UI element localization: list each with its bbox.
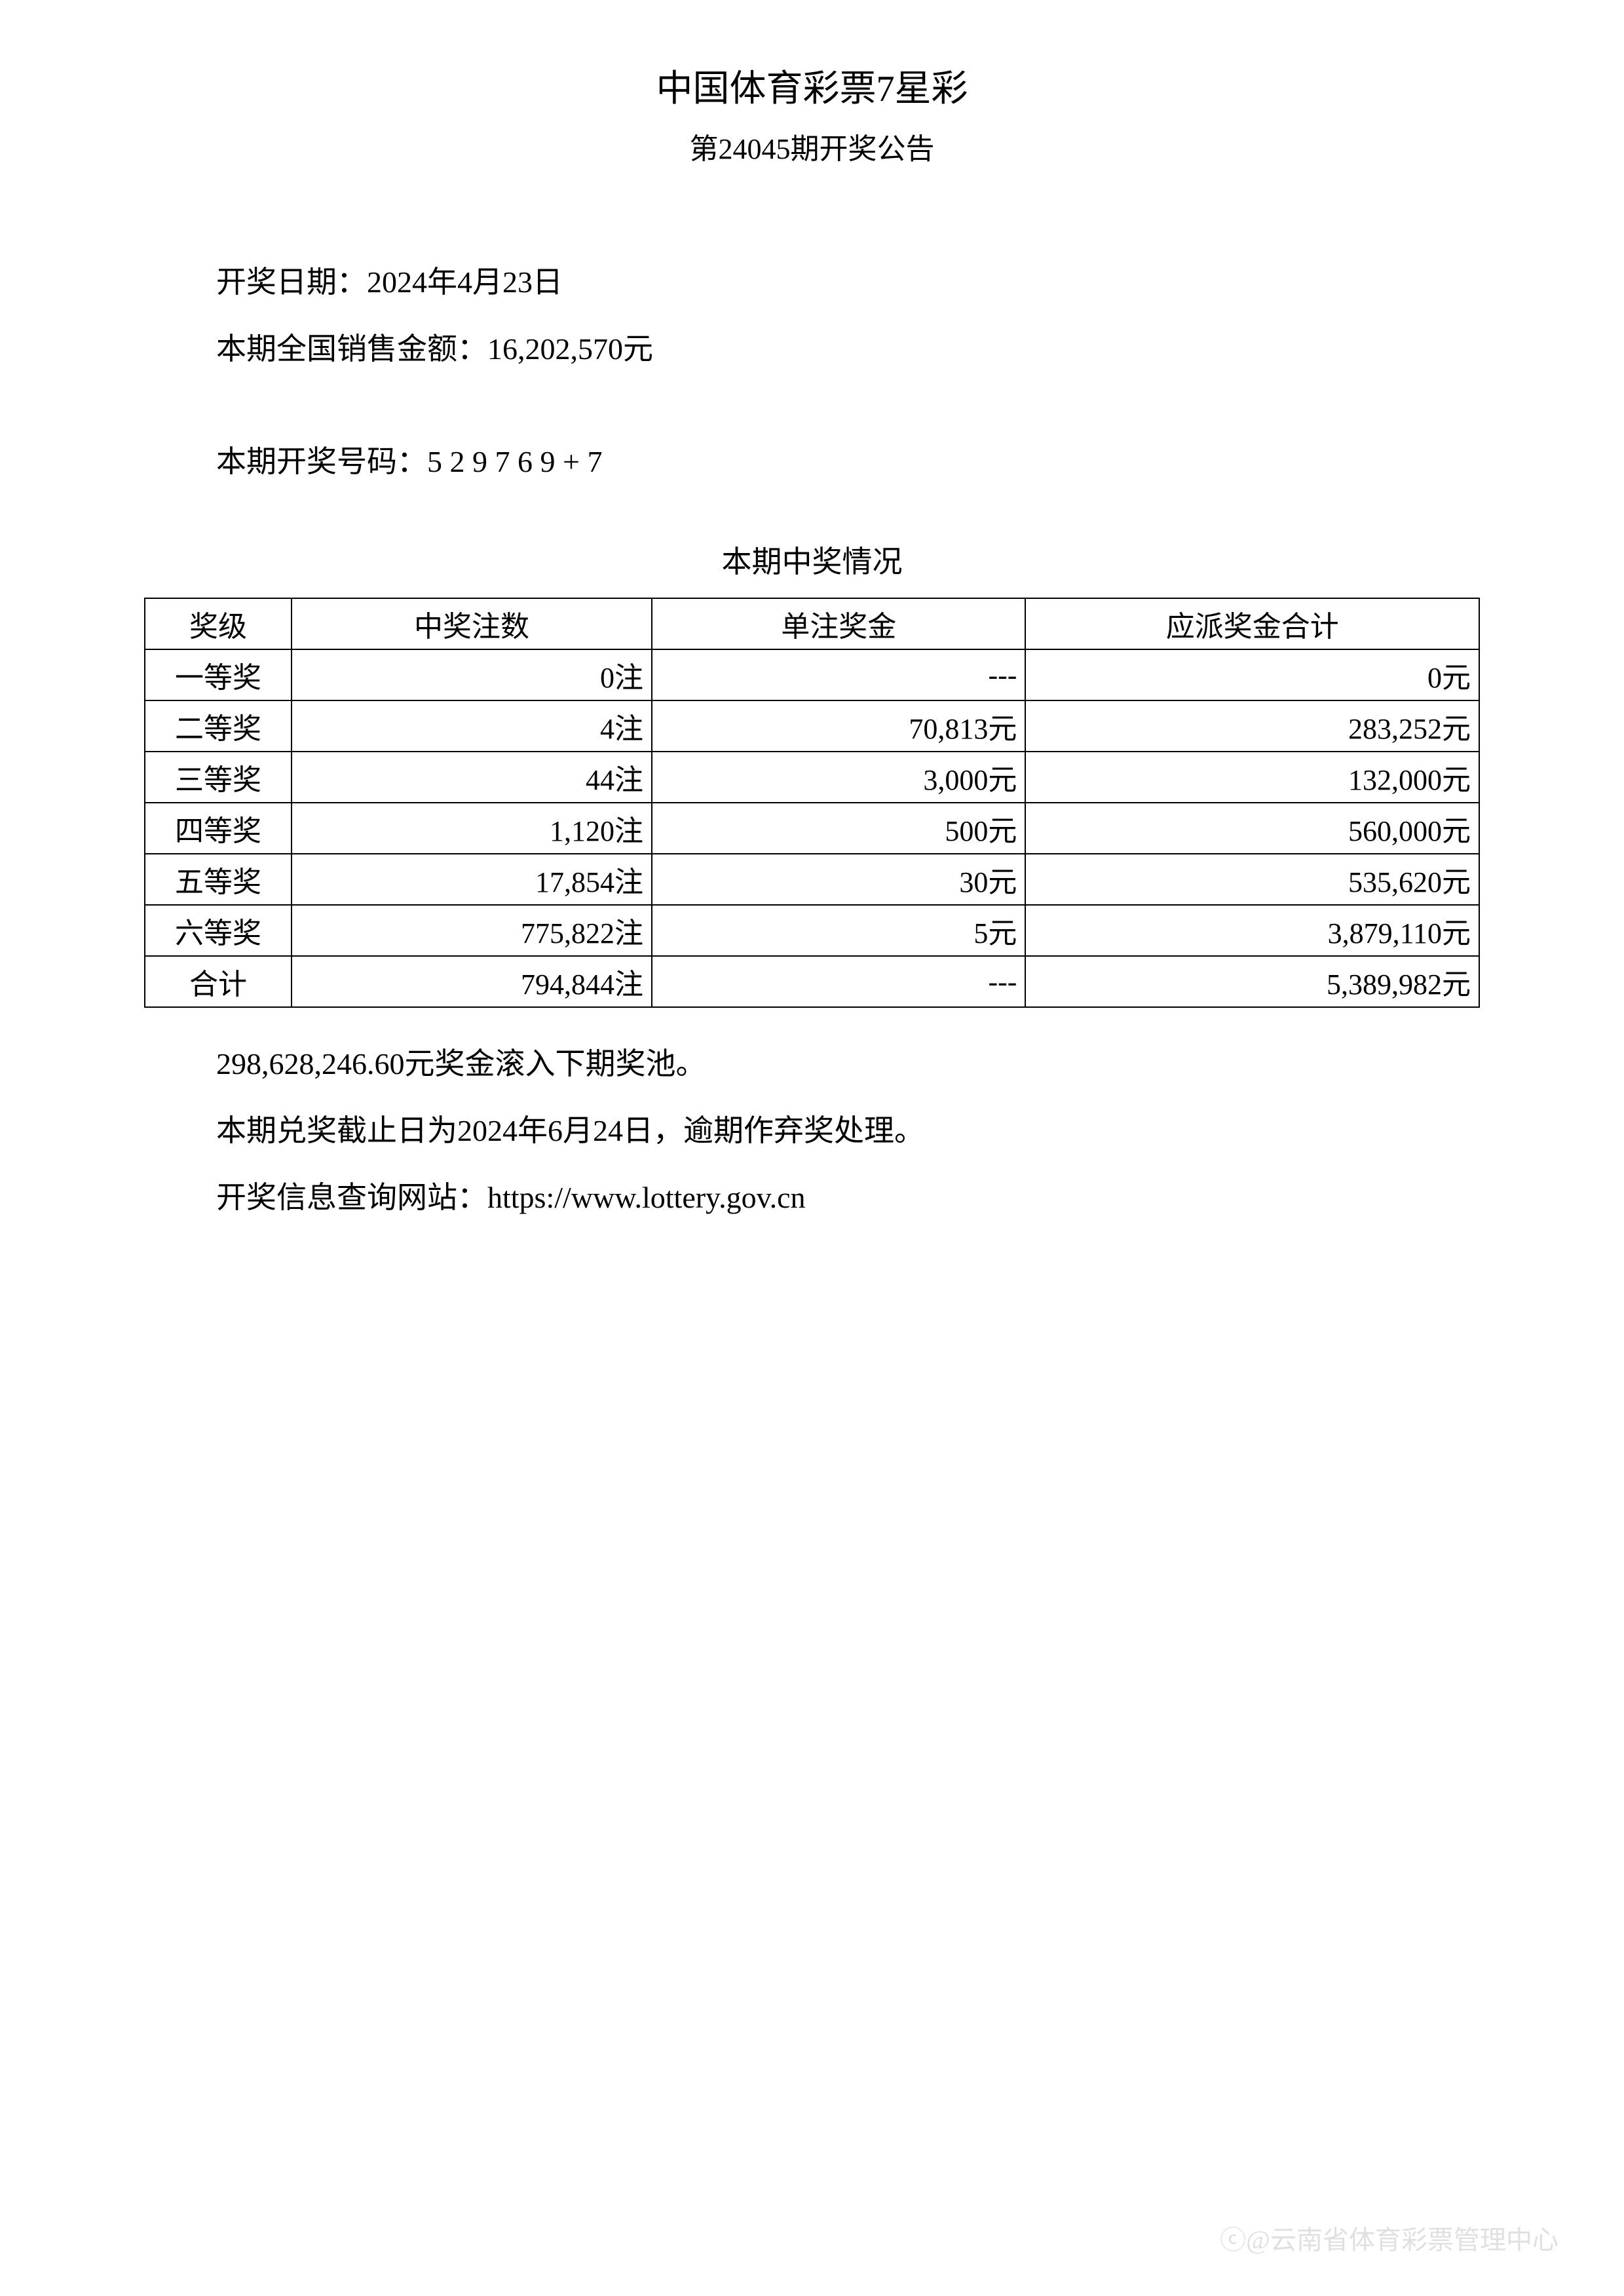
cell-level: 四等奖 bbox=[145, 803, 292, 854]
col-header-total: 应派奖金合计 bbox=[1025, 598, 1479, 649]
website-value: https://www.lottery.gov.cn bbox=[487, 1181, 806, 1214]
cell-unit-prize: --- bbox=[652, 956, 1025, 1007]
table-row: 五等奖17,854注30元535,620元 bbox=[145, 854, 1479, 905]
table-row: 四等奖1,120注500元560,000元 bbox=[145, 803, 1479, 854]
page-subtitle: 第24045期开奖公告 bbox=[144, 125, 1480, 167]
numbers-line: 本期开奖号码：5 2 9 7 6 9 + 7 bbox=[216, 432, 1480, 492]
rollover-line: 298,628,246.60元奖金滚入下期奖池。 bbox=[216, 1034, 1480, 1094]
col-header-level: 奖级 bbox=[145, 598, 292, 649]
deadline-line: 本期兑奖截止日为2024年6月24日，逾期作弃奖处理。 bbox=[216, 1101, 1480, 1161]
col-header-unit: 单注奖金 bbox=[652, 598, 1025, 649]
draw-date-line: 开奖日期：2024年4月23日 bbox=[216, 252, 1480, 313]
col-header-count: 中奖注数 bbox=[292, 598, 652, 649]
cell-level: 六等奖 bbox=[145, 905, 292, 956]
cell-total: 132,000元 bbox=[1025, 752, 1479, 803]
lottery-announcement-page: 中国体育彩票7星彩 第24045期开奖公告 开奖日期：2024年4月23日 本期… bbox=[0, 0, 1624, 1228]
cell-count: 17,854注 bbox=[292, 854, 652, 905]
table-title: 本期中奖情况 bbox=[144, 538, 1480, 581]
table-row: 一等奖0注---0元 bbox=[145, 649, 1479, 700]
cell-unit-prize: 3,000元 bbox=[652, 752, 1025, 803]
page-title: 中国体育彩票7星彩 bbox=[144, 59, 1480, 112]
info-section: 开奖日期：2024年4月23日 本期全国销售金额：16,202,570元 bbox=[144, 252, 1480, 379]
website-line: 开奖信息查询网站：https://www.lottery.gov.cn bbox=[216, 1168, 1480, 1228]
table-row: 三等奖44注3,000元132,000元 bbox=[145, 752, 1479, 803]
cell-total: 0元 bbox=[1025, 649, 1479, 700]
numbers-value: 5 2 9 7 6 9 + 7 bbox=[427, 445, 602, 478]
cell-count: 44注 bbox=[292, 752, 652, 803]
watermark-text: @云南省体育彩票管理中心 bbox=[1246, 2225, 1558, 2255]
prize-table: 奖级 中奖注数 单注奖金 应派奖金合计 一等奖0注---0元二等奖4注70,81… bbox=[144, 598, 1480, 1008]
cell-total: 3,879,110元 bbox=[1025, 905, 1479, 956]
sales-line: 本期全国销售金额：16,202,570元 bbox=[216, 319, 1480, 379]
cell-unit-prize: --- bbox=[652, 649, 1025, 700]
cell-unit-prize: 500元 bbox=[652, 803, 1025, 854]
table-row: 合计794,844注---5,389,982元 bbox=[145, 956, 1479, 1007]
cell-unit-prize: 30元 bbox=[652, 854, 1025, 905]
cell-level: 二等奖 bbox=[145, 700, 292, 752]
table-row: 二等奖4注70,813元283,252元 bbox=[145, 700, 1479, 752]
watermark: ⓒ@云南省体育彩票管理中心 bbox=[1220, 2219, 1558, 2257]
cell-total: 560,000元 bbox=[1025, 803, 1479, 854]
sales-label: 本期全国销售金额： bbox=[216, 332, 487, 366]
numbers-label: 本期开奖号码： bbox=[216, 445, 427, 478]
website-label: 开奖信息查询网站： bbox=[216, 1181, 487, 1214]
draw-date-value: 2024年4月23日 bbox=[367, 265, 563, 299]
watermark-icon: ⓒ bbox=[1220, 2225, 1246, 2255]
cell-level: 三等奖 bbox=[145, 752, 292, 803]
cell-unit-prize: 70,813元 bbox=[652, 700, 1025, 752]
cell-count: 1,120注 bbox=[292, 803, 652, 854]
cell-count: 794,844注 bbox=[292, 956, 652, 1007]
table-row: 六等奖775,822注5元3,879,110元 bbox=[145, 905, 1479, 956]
cell-total: 535,620元 bbox=[1025, 854, 1479, 905]
numbers-section: 本期开奖号码：5 2 9 7 6 9 + 7 bbox=[144, 432, 1480, 492]
cell-count: 4注 bbox=[292, 700, 652, 752]
cell-count: 0注 bbox=[292, 649, 652, 700]
cell-unit-prize: 5元 bbox=[652, 905, 1025, 956]
table-header-row: 奖级 中奖注数 单注奖金 应派奖金合计 bbox=[145, 598, 1479, 649]
cell-count: 775,822注 bbox=[292, 905, 652, 956]
sales-value: 16,202,570元 bbox=[487, 332, 653, 366]
draw-date-label: 开奖日期： bbox=[216, 265, 367, 299]
cell-total: 5,389,982元 bbox=[1025, 956, 1479, 1007]
footer-section: 298,628,246.60元奖金滚入下期奖池。 本期兑奖截止日为2024年6月… bbox=[144, 1034, 1480, 1228]
cell-level: 一等奖 bbox=[145, 649, 292, 700]
cell-level: 五等奖 bbox=[145, 854, 292, 905]
cell-level: 合计 bbox=[145, 956, 292, 1007]
cell-total: 283,252元 bbox=[1025, 700, 1479, 752]
